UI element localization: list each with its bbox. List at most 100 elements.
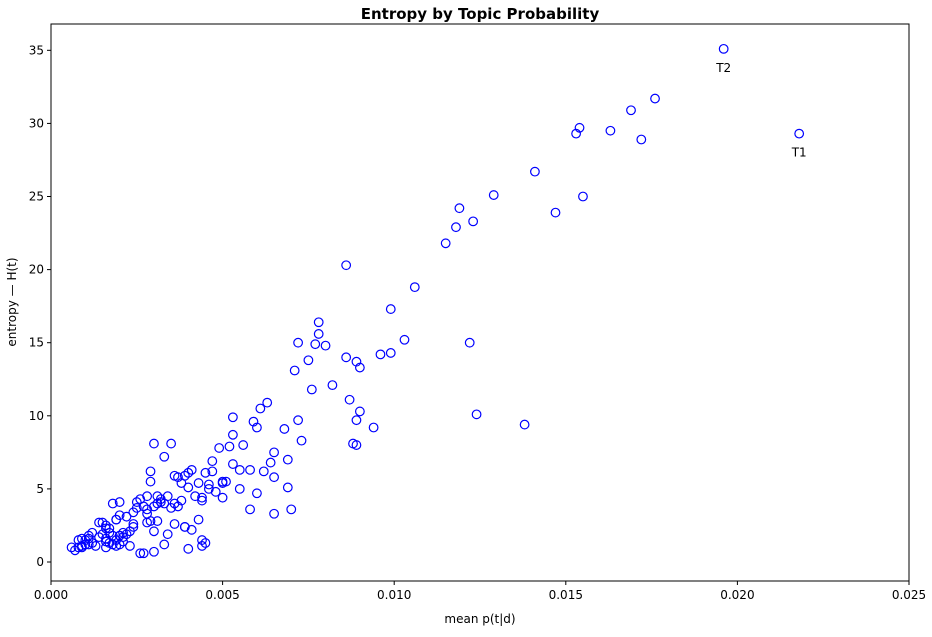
data-point [794, 128, 805, 139]
x-tick-label: 0.020 [720, 588, 754, 602]
data-point [94, 532, 104, 543]
data-point [320, 340, 331, 351]
data-point [310, 339, 321, 350]
data-point [258, 466, 269, 477]
data-point [574, 122, 585, 133]
data-point [245, 504, 255, 515]
data-point [152, 516, 163, 526]
data-point [197, 495, 207, 506]
data-point [265, 457, 276, 468]
y-tick-label: 15 [29, 336, 44, 350]
data-point [227, 429, 238, 440]
data-point [121, 511, 132, 522]
data-point [650, 93, 660, 104]
x-tick-label: 0.010 [377, 588, 411, 602]
data-point [234, 483, 245, 494]
data-point [269, 472, 279, 483]
data-point [152, 491, 163, 502]
data-point [101, 523, 111, 534]
data-point [197, 492, 207, 503]
data-point [303, 355, 314, 366]
data-point [111, 541, 122, 551]
data-point [87, 527, 98, 538]
y-axis-ticks: 0 5 10 15 20 25 30 35 [29, 43, 51, 569]
x-tick-label: 0.000 [34, 588, 68, 602]
data-point [159, 451, 170, 462]
data-point [169, 519, 180, 529]
data-point [200, 467, 211, 478]
data-point [142, 491, 152, 502]
data-point [313, 329, 324, 339]
data-point [149, 438, 159, 449]
data-point [135, 494, 146, 505]
data-point [571, 128, 581, 139]
data-point [293, 415, 304, 426]
data-point [385, 304, 396, 314]
data-point [530, 166, 540, 177]
data-point [451, 222, 461, 233]
data-point [176, 495, 187, 506]
data-point [73, 542, 84, 553]
data-point [90, 541, 101, 551]
data-point [197, 541, 207, 551]
data-point [125, 541, 135, 551]
data-point [107, 498, 118, 509]
data-point [282, 482, 293, 493]
data-point [269, 447, 279, 458]
data-point [227, 459, 238, 469]
data-point [519, 419, 530, 430]
data-point [149, 526, 159, 537]
data-point [252, 422, 262, 433]
data-point [252, 488, 262, 499]
data-point [111, 514, 122, 525]
data-point [464, 337, 475, 348]
data-point [351, 415, 362, 426]
data-point [166, 503, 177, 513]
data-point [279, 424, 290, 434]
data-point [440, 238, 451, 249]
data-point [210, 486, 221, 497]
data-point [354, 362, 365, 373]
data-point [578, 191, 588, 202]
data-point [101, 536, 111, 547]
data-point [471, 409, 482, 420]
data-point [221, 476, 231, 487]
data-point [73, 535, 84, 545]
data-point [348, 438, 358, 449]
annotations: T2 T1 [715, 61, 806, 160]
data-point [183, 467, 194, 478]
data-point [351, 356, 362, 367]
data-point [142, 504, 152, 515]
data-point [269, 508, 279, 519]
data-point [162, 529, 173, 540]
data-point [636, 134, 647, 145]
data-point [186, 524, 197, 535]
data-point [626, 105, 636, 116]
annotation-label: T2 [715, 61, 731, 75]
data-point [207, 456, 218, 467]
annotation-label: T1 [791, 146, 807, 160]
data-point [183, 482, 194, 493]
data-point [128, 519, 139, 529]
data-point [131, 497, 142, 507]
y-tick-label: 35 [29, 43, 44, 57]
data-point [70, 545, 80, 556]
data-point [166, 438, 177, 449]
data-point [224, 441, 235, 452]
data-point [341, 352, 352, 363]
data-point [245, 464, 255, 475]
data-point [344, 394, 355, 405]
data-point [605, 125, 616, 136]
data-point [385, 348, 396, 358]
data-point [468, 216, 479, 227]
data-point [193, 478, 204, 488]
x-axis-ticks: 0.000 0.005 0.010 0.015 0.020 0.025 [34, 581, 926, 602]
data-point [238, 440, 249, 450]
data-point [152, 498, 163, 509]
data-point [227, 412, 238, 423]
data-point [327, 380, 338, 390]
data-point [118, 536, 128, 547]
y-tick-label: 10 [29, 409, 44, 423]
